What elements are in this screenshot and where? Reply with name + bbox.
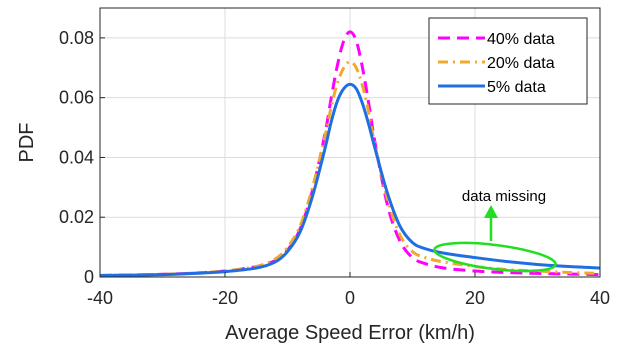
tick-layer: -40 -20 0 20 40 0 0.02 0.04 0.06 0.08 xyxy=(59,28,610,308)
series-line-20-data xyxy=(99,60,601,278)
legend-label: 40% data xyxy=(487,31,555,48)
x-tick-label: -20 xyxy=(212,288,238,308)
x-tick-label: -40 xyxy=(87,288,113,308)
data-missing-ellipse xyxy=(433,241,557,273)
y-tick-label: 0.04 xyxy=(59,147,94,167)
series-line-40-data xyxy=(99,30,601,278)
y-tick-label: 0.06 xyxy=(59,88,94,108)
legend-label: 5% data xyxy=(487,79,546,96)
x-axis-label: Average Speed Error (km/h) xyxy=(225,322,475,344)
legend-box xyxy=(428,17,588,105)
annotation-layer: data missing xyxy=(433,188,557,273)
legend-label: 20% data xyxy=(487,55,555,72)
y-tick-label: 0 xyxy=(84,267,94,287)
y-tick-label: 0.02 xyxy=(59,207,94,227)
x-tick-label: 0 xyxy=(345,288,355,308)
legend: 40% data 20% data 5% data xyxy=(428,17,588,105)
y-tick-label: 0.08 xyxy=(59,28,94,48)
x-tick-label: 40 xyxy=(590,288,610,308)
y-axis-label: PDF xyxy=(16,123,38,163)
series-line-5-data xyxy=(99,82,601,278)
x-tick-label: 20 xyxy=(465,288,485,308)
annotation-arrow-head xyxy=(484,205,498,218)
annotation-text: data missing xyxy=(462,188,546,205)
series-layer xyxy=(99,30,601,278)
